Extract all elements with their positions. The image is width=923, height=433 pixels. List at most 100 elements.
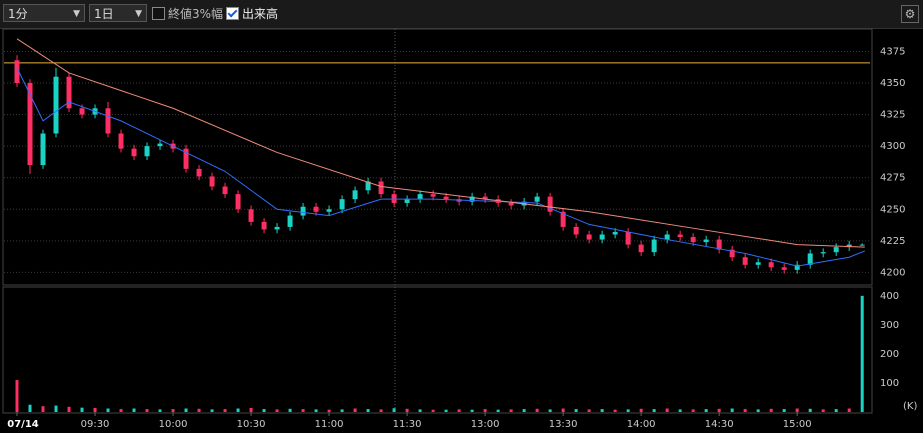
- candle-body: [222, 186, 228, 195]
- x-tick-label: 09:30: [81, 419, 110, 430]
- volume-bar: [548, 409, 552, 412]
- candle-body: [365, 181, 371, 191]
- moving-average-line: [16, 67, 865, 267]
- volume-bar: [197, 408, 201, 412]
- candle-body: [625, 231, 631, 245]
- volume-bar: [223, 409, 227, 412]
- x-tick-label: 13:30: [549, 419, 578, 430]
- volume-bar: [262, 409, 266, 412]
- volume-bar: [106, 408, 110, 412]
- candle-body: [651, 239, 657, 253]
- volume-bar: [496, 409, 500, 412]
- dropdown-arrow: ▼: [73, 9, 80, 19]
- candle-body: [703, 239, 709, 243]
- candle-body: [690, 237, 696, 243]
- candle-body: [391, 194, 397, 203]
- candle-body: [573, 226, 579, 235]
- volume-bar: [54, 405, 58, 412]
- candle-body: [586, 234, 592, 240]
- period-select[interactable]: 1日 ▼: [89, 4, 147, 22]
- candle-body: [378, 181, 384, 195]
- volume-bar: [678, 409, 682, 412]
- candle-body: [820, 252, 826, 254]
- volume-bar: [236, 408, 240, 412]
- volume-bar: [587, 409, 591, 412]
- y-tick-label: 200: [880, 349, 899, 360]
- volume-bar: [444, 409, 448, 412]
- candle-body: [677, 234, 683, 238]
- candle-body: [14, 60, 20, 84]
- x-tick-label: 15:00: [783, 419, 812, 430]
- y-tick-label: 4375: [880, 46, 905, 57]
- candle-body: [196, 168, 202, 177]
- checkbox[interactable]: [152, 7, 165, 20]
- y-tick-label: 4250: [880, 204, 905, 215]
- volume-bar: [119, 409, 123, 412]
- candle-body: [131, 148, 137, 157]
- volume-bar: [314, 409, 318, 412]
- candle-body: [560, 211, 566, 227]
- candle-body: [287, 215, 293, 227]
- interval-select[interactable]: 1分 ▼: [3, 4, 85, 22]
- moving-average-line: [16, 38, 865, 248]
- candle-body: [612, 231, 618, 235]
- volume-bar: [145, 409, 149, 412]
- volume-bar: [275, 409, 279, 412]
- volume-bar: [847, 408, 851, 412]
- close-range-toggle[interactable]: 終値3%幅: [152, 6, 223, 22]
- volume-bar: [769, 408, 773, 412]
- candle-body: [807, 253, 813, 265]
- candle-body: [326, 209, 332, 212]
- x-tick-label: 10:00: [159, 419, 188, 430]
- volume-bar: [353, 408, 357, 412]
- candle-body: [534, 196, 540, 202]
- unit-label: (K): [903, 401, 917, 412]
- volume-bar: [366, 409, 370, 412]
- candle-body: [599, 234, 605, 240]
- volume-bar: [158, 409, 162, 412]
- candle-body: [339, 199, 345, 210]
- candle-body: [430, 194, 436, 197]
- volume-bar: [210, 409, 214, 412]
- candle-body: [547, 196, 553, 212]
- volume-bar: [821, 409, 825, 412]
- candle-body: [781, 267, 787, 270]
- candle-body: [261, 221, 267, 230]
- volume-bar: [15, 380, 19, 412]
- volume-bar: [132, 408, 136, 412]
- volume-bar: [535, 408, 539, 412]
- y-tick-label: 4300: [880, 141, 905, 152]
- candle-body: [144, 146, 150, 157]
- candle-body: [53, 76, 59, 134]
- candle-body: [716, 239, 722, 250]
- volume-bar: [743, 409, 747, 412]
- candle-body: [417, 194, 423, 200]
- settings-button[interactable]: ⚙: [901, 5, 919, 23]
- volume-bar: [392, 408, 396, 412]
- volume-bar: [834, 409, 838, 412]
- dropdown-arrow: ▼: [135, 9, 142, 19]
- volume-toggle[interactable]: 出来高: [226, 6, 278, 22]
- candle-body: [638, 244, 644, 253]
- volume-bar: [457, 409, 461, 412]
- close-range-label: 終値3%幅: [168, 7, 224, 21]
- volume-bar: [184, 408, 188, 412]
- candle-body: [664, 234, 670, 240]
- volume-bar: [808, 408, 812, 412]
- volume-bar: [600, 409, 604, 412]
- candle-body: [40, 133, 46, 166]
- volume-bar: [613, 409, 617, 412]
- volume-bar: [379, 409, 383, 412]
- volume-bar: [626, 409, 630, 412]
- volume-bar: [756, 409, 760, 412]
- volume-bar: [483, 409, 487, 412]
- y-tick-label: 4275: [880, 173, 905, 184]
- checkbox[interactable]: [226, 7, 239, 20]
- candle-body: [105, 108, 111, 134]
- volume-bar: [28, 404, 32, 412]
- candle-body: [79, 108, 85, 115]
- candle-body: [404, 199, 410, 203]
- volume-bar: [301, 409, 305, 412]
- candle-body: [27, 83, 33, 166]
